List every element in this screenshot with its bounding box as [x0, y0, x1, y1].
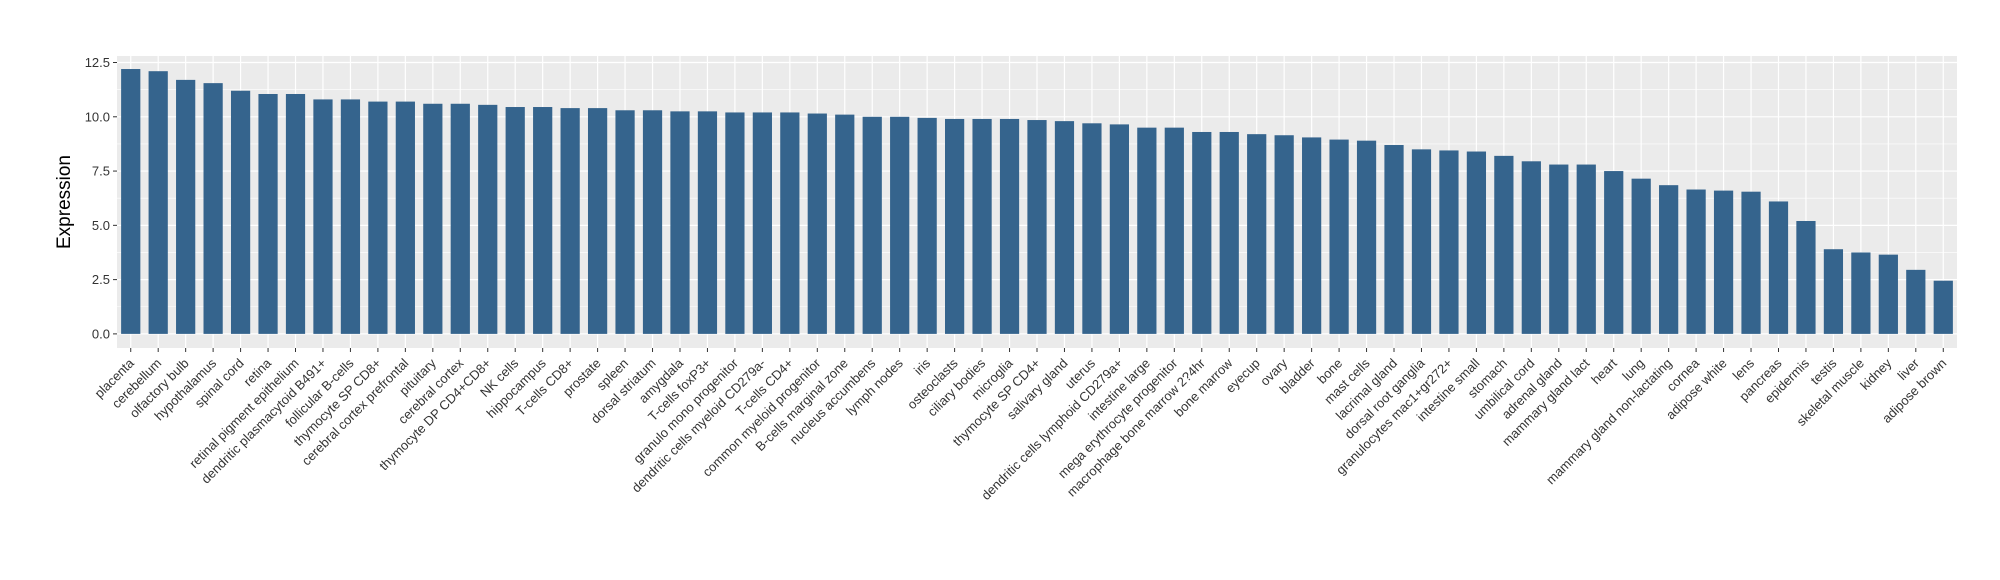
y-tick-label: 7.5	[92, 164, 110, 179]
bar	[1329, 139, 1349, 334]
bar	[917, 117, 937, 334]
x-tick-label: heart	[1588, 355, 1620, 387]
bar	[1192, 131, 1212, 334]
bar	[1384, 145, 1404, 334]
y-axis: 0.0 2.5 5.0 7.5 10.0 12.5	[85, 55, 117, 341]
bar	[1164, 127, 1184, 334]
bar	[1878, 254, 1898, 334]
bar	[1109, 124, 1129, 334]
bar	[587, 108, 608, 334]
bar	[258, 93, 278, 334]
bar	[1604, 171, 1624, 334]
bar	[505, 107, 525, 334]
bar	[1411, 149, 1432, 334]
bar	[1302, 137, 1322, 334]
bar	[807, 113, 827, 334]
bar	[1439, 150, 1459, 334]
bar	[1851, 252, 1871, 334]
bar	[780, 112, 800, 334]
bar	[1219, 131, 1239, 334]
bar	[615, 110, 635, 334]
bar	[1247, 134, 1267, 334]
y-tick-label: 12.5	[85, 55, 110, 70]
x-tick-label: kidney	[1857, 355, 1895, 393]
bar	[1713, 190, 1734, 334]
bar	[478, 104, 498, 334]
bar	[835, 114, 855, 334]
bar	[423, 103, 443, 334]
bar	[1741, 191, 1761, 334]
bar	[1933, 280, 1953, 334]
bar	[1823, 249, 1844, 334]
bar	[1466, 151, 1487, 334]
bar	[697, 111, 718, 334]
y-tick-label: 5.0	[92, 218, 110, 233]
bar	[1054, 121, 1075, 334]
bar	[725, 112, 745, 334]
bar	[1494, 155, 1514, 334]
bar	[670, 111, 690, 334]
y-tick-label: 2.5	[92, 272, 110, 287]
bar	[1686, 189, 1706, 334]
bar	[368, 101, 388, 334]
bar	[945, 118, 965, 334]
bar	[148, 71, 168, 334]
bar	[560, 108, 580, 334]
bar	[1768, 201, 1789, 334]
bar	[1274, 135, 1294, 334]
bar	[450, 103, 470, 334]
bar	[395, 101, 415, 334]
bar	[1631, 178, 1651, 334]
bar	[313, 99, 333, 334]
bar	[533, 107, 553, 334]
bar	[1027, 120, 1047, 334]
y-tick-label: 0.0	[92, 326, 110, 341]
bar	[1521, 161, 1541, 334]
bar	[890, 116, 910, 334]
bar	[999, 118, 1020, 334]
bar	[1137, 127, 1157, 334]
bar	[203, 83, 223, 334]
bar	[752, 112, 772, 334]
bar	[1659, 185, 1679, 334]
bar	[1356, 140, 1377, 334]
bar	[1576, 164, 1596, 334]
bar	[642, 110, 663, 334]
bar	[862, 116, 882, 334]
bar	[230, 90, 251, 334]
y-axis-title: Expression	[54, 155, 75, 249]
bar	[1906, 269, 1926, 334]
bar	[1796, 220, 1816, 334]
bar	[176, 79, 196, 334]
bar	[285, 93, 306, 334]
bar	[1082, 123, 1102, 334]
bar	[121, 69, 141, 334]
bars	[121, 69, 1953, 334]
y-tick-label: 10.0	[85, 109, 110, 124]
bar	[972, 118, 992, 334]
bar	[340, 99, 361, 334]
bar	[1549, 164, 1569, 334]
